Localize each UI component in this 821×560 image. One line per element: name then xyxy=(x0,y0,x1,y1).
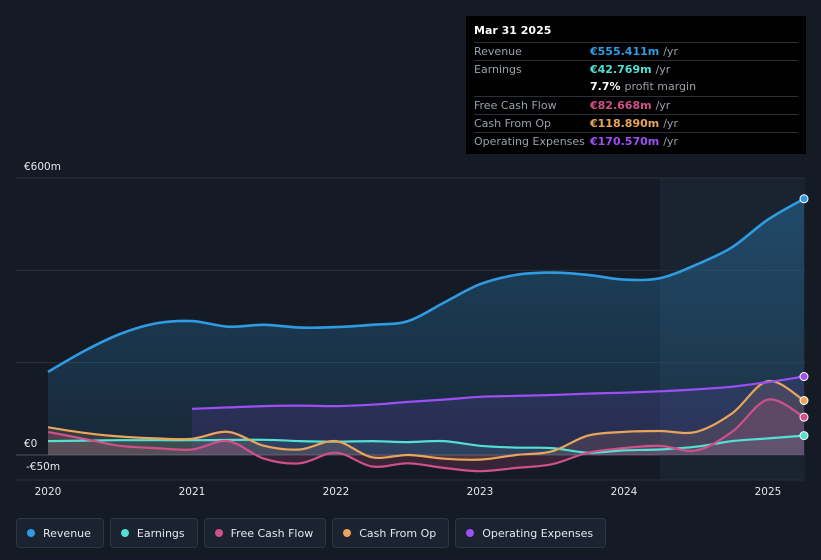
chart-legend: Revenue Earnings Free Cash Flow Cash From O… xyxy=(16,518,612,548)
x-tick-label: 2025 xyxy=(755,486,782,498)
free-cash-flow-endpoint xyxy=(799,412,809,422)
legend-label: Free Cash Flow xyxy=(230,526,314,540)
legend-label: Operating Expenses xyxy=(482,526,594,540)
tooltip-row-unit: /yr xyxy=(655,98,671,112)
revenue-line xyxy=(47,197,805,374)
tooltip-row-unit: /yr xyxy=(663,45,678,58)
free-cash-flow-line xyxy=(47,398,805,473)
tooltip-row: Free Cash Flow €82.668m/yr xyxy=(474,95,798,114)
tooltip-row-value: 7.7% xyxy=(590,80,621,94)
tooltip-row-value: €118.890m xyxy=(590,116,660,130)
operating-expenses-line xyxy=(191,375,805,410)
tooltip-row-value: €42.769m xyxy=(590,63,652,77)
legend-dot-icon xyxy=(27,529,35,537)
tooltip-row-label xyxy=(474,78,590,95)
cash-from-op-line xyxy=(47,379,805,461)
y-tick-label: -€50m xyxy=(26,461,60,473)
revenue-endpoint xyxy=(799,194,809,204)
tooltip-row-unit: profit margin xyxy=(624,80,697,94)
tooltip-row-label: Cash From Op xyxy=(474,116,552,130)
x-tick-label: 2024 xyxy=(611,486,638,498)
tooltip-row: Operating Expenses €170.570m/yr xyxy=(474,131,798,150)
data-tooltip: Mar 31 2025 Revenue €555.411m/yr Earnings €… xyxy=(466,16,806,154)
legend-label: Cash From Op xyxy=(359,526,437,540)
legend-item-cash-from-op[interactable]: Cash From Op xyxy=(332,518,450,548)
tooltip-row-label: Earnings xyxy=(474,63,522,77)
legend-dot-icon xyxy=(214,529,223,537)
legend-item-operating-expenses[interactable]: Operating Expenses xyxy=(455,518,607,548)
revenue-area xyxy=(48,198,804,456)
tooltip-row: 7.7% profit margin xyxy=(474,78,798,95)
tooltip-row-unit: /yr xyxy=(663,134,678,148)
tooltip-row-value: €555.411m xyxy=(590,45,660,58)
earnings-endpoint xyxy=(799,431,809,441)
legend-item-free-cash-flow[interactable]: Free Cash Flow xyxy=(203,518,327,548)
x-tick-label: 2021 xyxy=(179,486,206,498)
legend-dot-icon xyxy=(120,529,129,537)
tooltip-row-label: Free Cash Flow xyxy=(474,98,557,112)
tooltip-date: Mar 31 2025 xyxy=(474,24,552,37)
x-tick-label: 2023 xyxy=(467,486,494,498)
x-axis-ticks: 2020 2021 2022 2023 2024 2025 xyxy=(35,486,782,498)
series-endpoints xyxy=(799,194,809,441)
free-cash-flow-area xyxy=(48,399,804,472)
operating-expenses-endpoint xyxy=(799,372,809,382)
tooltip-row-value: €170.570m xyxy=(590,134,660,148)
legend-item-earnings[interactable]: Earnings xyxy=(109,518,198,548)
x-tick-label: 2020 xyxy=(35,486,62,498)
tooltip-row-unit: /yr xyxy=(655,63,671,77)
legend-label: Earnings xyxy=(136,526,185,540)
series-lines xyxy=(47,197,805,473)
tooltip-row-unit: /yr xyxy=(663,116,678,130)
x-tick-label: 2022 xyxy=(323,486,350,498)
operating-expenses-area xyxy=(192,376,804,455)
tooltip-row: Revenue €555.411m/yr xyxy=(474,42,798,60)
y-tick-label: €600m xyxy=(24,161,61,173)
legend-label: Revenue xyxy=(43,526,91,540)
y-tick-label: €0 xyxy=(24,438,37,450)
tooltip-row: Earnings €42.769m/yr xyxy=(474,60,798,78)
cash-from-op-endpoint xyxy=(799,396,809,406)
legend-dot-icon xyxy=(343,529,352,537)
tooltip-row-value: €82.668m xyxy=(590,98,652,112)
tooltip-rows: Revenue €555.411m/yr Earnings €42.769m/yr 7.… xyxy=(474,42,798,150)
tooltip-row-label: Revenue xyxy=(474,45,522,58)
legend-item-revenue[interactable]: Revenue xyxy=(16,518,104,548)
y-axis-ticks: €600m €0 -€50m xyxy=(24,161,61,473)
earnings-line xyxy=(47,434,805,454)
legend-dot-icon xyxy=(466,529,475,537)
tooltip-row-label: Operating Expenses xyxy=(474,134,585,148)
tooltip-row: Cash From Op €118.890m/yr xyxy=(474,113,798,132)
